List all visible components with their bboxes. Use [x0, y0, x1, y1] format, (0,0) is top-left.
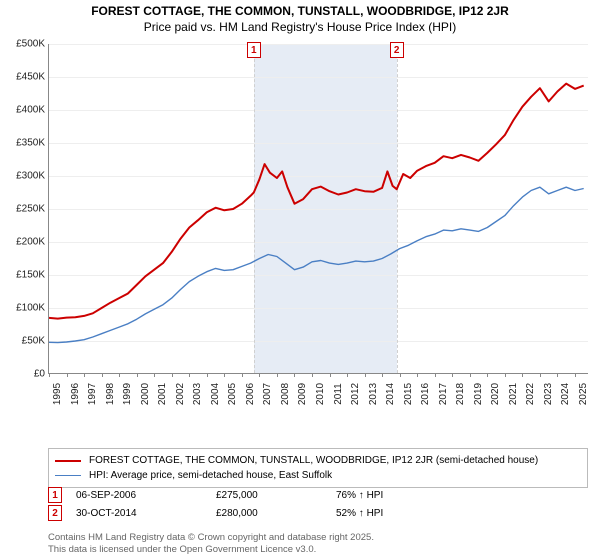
x-tick-label: 2020 [490, 383, 501, 405]
x-tick-label: 2001 [157, 383, 168, 405]
x-tick-label: 2015 [403, 383, 414, 405]
y-tick-label: £250K [3, 204, 45, 215]
x-tick-label: 2018 [455, 383, 466, 405]
x-tick-label: 2010 [315, 383, 326, 405]
sale-row-marker: 1 [48, 487, 62, 503]
sale-marker-1: 1 [247, 42, 261, 58]
legend-label: FOREST COTTAGE, THE COMMON, TUNSTALL, WO… [89, 455, 538, 466]
x-tick-label: 2003 [192, 383, 203, 405]
x-tick-label: 2006 [245, 383, 256, 405]
attribution-footer: Contains HM Land Registry data © Crown c… [48, 532, 588, 556]
x-tick-label: 2013 [368, 383, 379, 405]
sale-row-pct: 76% ↑ HPI [336, 490, 456, 501]
x-tick-label: 1999 [122, 383, 133, 405]
legend-swatch [55, 475, 81, 476]
x-tick-label: 2012 [350, 383, 361, 405]
sale-marker-2: 2 [390, 42, 404, 58]
series-property [49, 84, 584, 319]
x-tick-label: 2024 [560, 383, 571, 405]
x-tick-label: 2008 [280, 383, 291, 405]
y-tick-label: £200K [3, 237, 45, 248]
chart-area: £0£50K£100K£150K£200K£250K£300K£350K£400… [48, 44, 588, 412]
footer-line1: Contains HM Land Registry data © Crown c… [48, 532, 588, 544]
footer-line2: This data is licensed under the Open Gov… [48, 544, 588, 556]
x-tick-label: 2002 [175, 383, 186, 405]
x-tick-label: 2000 [140, 383, 151, 405]
chart-title-address: FOREST COTTAGE, THE COMMON, TUNSTALL, WO… [0, 4, 600, 18]
x-tick-label: 2025 [578, 383, 589, 405]
x-tick-label: 1998 [105, 383, 116, 405]
x-tick-label: 2017 [438, 383, 449, 405]
sale-row-date: 06-SEP-2006 [76, 490, 216, 501]
sale-row-1: 1 06-SEP-2006£275,00076% ↑ HPI [48, 486, 588, 504]
x-tick-label: 2011 [333, 383, 344, 405]
sale-row-pct: 52% ↑ HPI [336, 508, 456, 519]
y-tick-label: £400K [3, 105, 45, 116]
legend-box: FOREST COTTAGE, THE COMMON, TUNSTALL, WO… [48, 448, 588, 488]
y-tick-label: £450K [3, 72, 45, 83]
series-hpi [49, 187, 584, 342]
series-svg [49, 44, 589, 374]
sale-row-marker: 2 [48, 505, 62, 521]
y-tick-label: £500K [3, 39, 45, 50]
y-tick-label: £350K [3, 138, 45, 149]
y-tick-label: £100K [3, 303, 45, 314]
x-tick-label: 2023 [543, 383, 554, 405]
x-tick-label: 2009 [297, 383, 308, 405]
y-tick-label: £300K [3, 171, 45, 182]
x-tick-label: 1995 [52, 383, 63, 405]
x-tick-label: 2021 [508, 383, 519, 405]
x-tick-label: 2022 [525, 383, 536, 405]
sale-row-price: £280,000 [216, 508, 336, 519]
sales-table: 1 06-SEP-2006£275,00076% ↑ HPI 2 30-OCT-201… [48, 486, 588, 522]
sale-row-price: £275,000 [216, 490, 336, 501]
sale-row-date: 30-OCT-2014 [76, 508, 216, 519]
legend-swatch [55, 460, 81, 462]
legend-label: HPI: Average price, semi-detached house,… [89, 470, 332, 481]
x-tick-label: 2014 [385, 383, 396, 405]
x-tick-label: 2016 [420, 383, 431, 405]
x-tick-label: 1997 [87, 383, 98, 405]
x-tick-label: 2019 [473, 383, 484, 405]
legend-row-hpi: HPI: Average price, semi-detached house,… [55, 468, 581, 483]
y-tick-label: £150K [3, 270, 45, 281]
x-tick-label: 2004 [210, 383, 221, 405]
x-tick-label: 1996 [70, 383, 81, 405]
chart-title-sub: Price paid vs. HM Land Registry's House … [0, 20, 600, 34]
sale-row-2: 2 30-OCT-2014£280,00052% ↑ HPI [48, 504, 588, 522]
x-tick-label: 2007 [262, 383, 273, 405]
legend-row-property: FOREST COTTAGE, THE COMMON, TUNSTALL, WO… [55, 453, 581, 468]
x-tick-label: 2005 [227, 383, 238, 405]
chart-title-block: FOREST COTTAGE, THE COMMON, TUNSTALL, WO… [0, 0, 600, 34]
y-tick-label: £50K [3, 336, 45, 347]
y-tick-label: £0 [3, 369, 45, 380]
plot-region: £0£50K£100K£150K£200K£250K£300K£350K£400… [48, 44, 588, 374]
